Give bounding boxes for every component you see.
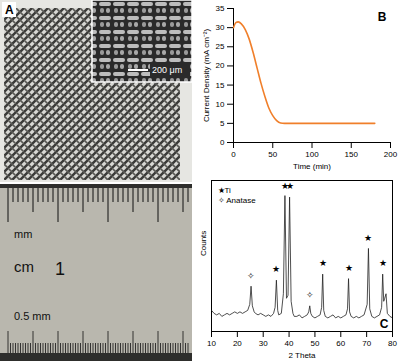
- svg-text:70: 70: [362, 339, 371, 348]
- svg-text:★: ★: [345, 263, 353, 273]
- svg-text:200 μm: 200 μm: [152, 65, 182, 75]
- svg-text:20: 20: [216, 61, 225, 70]
- svg-text:Current Density (mA cm⁻²): Current Density (mA cm⁻²): [202, 29, 211, 123]
- svg-text:0: 0: [220, 138, 225, 147]
- svg-text:★: ★: [319, 258, 327, 268]
- svg-text:15: 15: [216, 81, 225, 90]
- svg-text:★: ★: [286, 181, 294, 191]
- svg-text:30: 30: [216, 23, 225, 32]
- svg-text:0: 0: [231, 150, 236, 159]
- svg-text:10: 10: [207, 339, 216, 348]
- svg-text:★: ★: [364, 233, 372, 243]
- svg-text:2 Theta: 2 Theta: [289, 351, 317, 360]
- svg-text:30: 30: [259, 339, 268, 348]
- svg-text:A: A: [5, 3, 14, 17]
- svg-text:Time (min): Time (min): [293, 162, 331, 171]
- svg-text:50: 50: [310, 339, 319, 348]
- svg-text:★: ★: [379, 258, 387, 268]
- svg-text:150: 150: [345, 150, 359, 159]
- svg-text:mm: mm: [14, 228, 32, 240]
- svg-text:20: 20: [233, 339, 242, 348]
- svg-text:35: 35: [216, 4, 225, 13]
- svg-text:✧: ✧: [247, 271, 255, 281]
- svg-text:0.5 mm: 0.5 mm: [14, 310, 51, 322]
- svg-text:1: 1: [55, 259, 65, 279]
- svg-text:25: 25: [216, 42, 225, 51]
- svg-text:100: 100: [305, 150, 319, 159]
- svg-text:5: 5: [220, 119, 225, 128]
- svg-text:★: ★: [272, 264, 280, 274]
- svg-text:40: 40: [285, 339, 294, 348]
- svg-text:B: B: [378, 10, 387, 24]
- svg-text:50: 50: [268, 150, 277, 159]
- svg-text:60: 60: [336, 339, 345, 348]
- svg-text:80: 80: [388, 339, 397, 348]
- svg-text:Counts: Counts: [199, 231, 208, 256]
- svg-text:★Ti✧ Anatase: ★Ti✧ Anatase: [218, 186, 257, 205]
- svg-text:cm: cm: [14, 258, 34, 275]
- svg-text:10: 10: [216, 100, 225, 109]
- svg-text:C: C: [380, 317, 389, 331]
- svg-text:✧: ✧: [306, 290, 314, 300]
- svg-text:200: 200: [384, 150, 398, 159]
